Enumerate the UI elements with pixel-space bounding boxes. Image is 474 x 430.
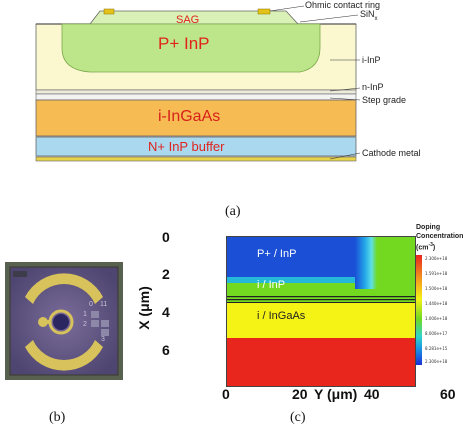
map-black-line-2: [227, 299, 415, 301]
x-tick-0: 0: [162, 229, 170, 245]
legend-title-2: Concentration: [416, 233, 464, 240]
chip-mark-11: 11: [100, 301, 108, 308]
label-step-grade: Step grade: [362, 95, 407, 105]
chip-mark-1: 1: [83, 311, 87, 318]
device-cross-section: [35, 5, 361, 162]
map-label-i-inp: i / InP: [257, 279, 286, 291]
chip-mark-2: 2: [83, 321, 87, 328]
alignment-mark-4: [101, 329, 109, 336]
cathode-metal-layer: [35, 156, 357, 162]
legend-colorbar: [416, 255, 422, 365]
region-sag: SAG: [176, 14, 200, 26]
ohmic-contact-left: [103, 8, 115, 15]
map-black-line-3: [227, 302, 415, 304]
label-i-inp: i-InP: [362, 55, 381, 65]
legend-value-7: 8.281e+15: [425, 346, 448, 351]
probe-pad: [38, 317, 48, 327]
legend-value-6: 8.000e+17: [425, 331, 448, 336]
doping-map: P+ / InP i / InP i / InGaAs: [226, 236, 416, 387]
alignment-mark-2: [91, 320, 99, 327]
legend-value-2: 1.591e+18: [425, 271, 448, 276]
legend-value-8: 2.300e+18: [425, 359, 448, 364]
y-axis-label: Y (μm): [314, 386, 358, 402]
y-tick-60: 60: [440, 386, 456, 402]
i-ingaas-layer: [35, 99, 357, 137]
region-i-ingaas: i-InGaAs: [158, 108, 221, 125]
map-black-line-1: [227, 296, 415, 298]
chip-photo-svg: [9, 266, 119, 376]
doping-map-svg: [227, 237, 415, 386]
bottom-arc-pad: [25, 340, 103, 371]
legend-value-3: 1.500e+18: [425, 286, 448, 291]
leader-cathode: [329, 152, 361, 160]
map-p-edge-bottom: [227, 277, 355, 283]
step-grade-layer: [35, 93, 357, 101]
alignment-mark-1: [91, 311, 99, 318]
alignment-mark-3: [101, 320, 109, 327]
map-label-i-ingaas: i / InGaAs: [257, 310, 306, 322]
y-tick-0: 0: [222, 386, 230, 402]
x-tick-4: 4: [162, 304, 170, 320]
caption-b: (b): [49, 410, 66, 425]
label-ohmic-contact: Ohmic contact ring: [305, 0, 381, 10]
n-inp-buffer-layer: [35, 136, 357, 157]
doping-legend: Doping Concentration (cm-3) 2.300e+18 1.…: [416, 222, 472, 365]
panel-b: 0 11 1 2 3 (b): [0, 258, 130, 430]
map-ingaas: [227, 303, 415, 338]
top-arc-pad: [25, 273, 103, 304]
legend-value-1: 2.300e+18: [425, 256, 448, 261]
label-sin: SiNx: [360, 9, 378, 22]
legend-value-4: 1.440e+18: [425, 301, 448, 306]
corner-label-box: [13, 271, 27, 277]
panel-c: X (μm) 0 2 4 6 P+ / InP i /: [120, 222, 474, 430]
leader-ninp: [329, 87, 361, 92]
map-p-edge: [355, 237, 377, 289]
legend-title-1: Doping: [416, 224, 441, 231]
legend-value-5: 1.000e+18: [425, 316, 448, 321]
legend-unit: (cm-3): [416, 242, 436, 252]
panel-a: Ohmic contact ring SiNx i-InP n-InP Step…: [35, 0, 421, 219]
map-n-buffer: [227, 338, 415, 386]
caption-c: (c): [290, 410, 306, 425]
n-inp-layer: [35, 89, 357, 95]
x-axis-label: X (μm): [136, 286, 152, 330]
region-n-inp-buffer: N+ InP buffer: [148, 139, 225, 154]
y-tick-20: 20: [292, 386, 308, 402]
chip-photo: 0 11 1 2 3: [5, 262, 123, 380]
ohmic-contact-right: [257, 8, 271, 15]
map-p-inp: [227, 237, 355, 277]
label-n-inp: n-InP: [362, 82, 384, 92]
leader-ohmic: [269, 5, 305, 12]
x-tick-6: 6: [162, 342, 170, 358]
chip-mark-3: 3: [101, 336, 105, 343]
chip-mark-0: 0: [89, 301, 93, 308]
x-tick-2: 2: [162, 266, 170, 282]
p-inp-region: [61, 23, 321, 73]
region-p-inp: P+ InP: [158, 34, 210, 53]
map-label-p-inp: P+ / InP: [257, 248, 297, 260]
label-cathode-metal: Cathode metal: [362, 148, 421, 158]
caption-a: (a): [225, 204, 241, 219]
leader-sin: [299, 14, 359, 23]
y-tick-40: 40: [364, 386, 380, 402]
active-area: [53, 314, 69, 330]
leader-step: [329, 97, 361, 101]
